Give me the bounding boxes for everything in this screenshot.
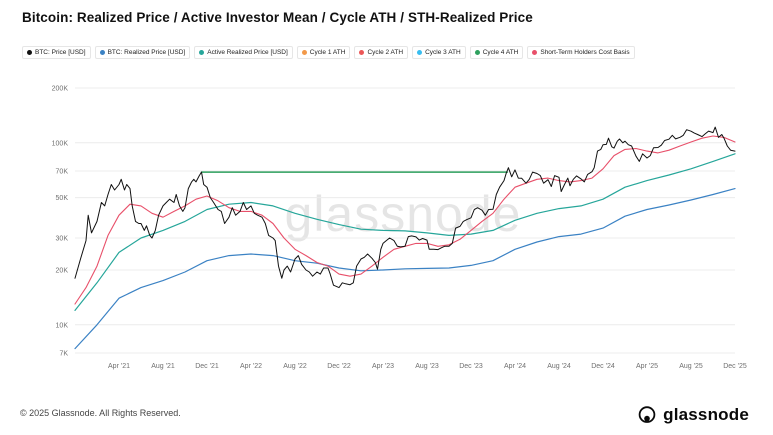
x-axis-label: Aug '23 [415, 363, 439, 370]
legend-label: BTC: Price [USD] [35, 49, 86, 56]
series-btc-price-usd [74, 126, 736, 289]
glassnode-logo-icon [637, 405, 657, 425]
legend-item[interactable]: BTC: Price [USD] [22, 46, 91, 59]
x-axis-label: Dec '23 [459, 363, 483, 370]
page-title: Bitcoin: Realized Price / Active Investo… [22, 10, 533, 25]
legend-dot [532, 50, 538, 55]
x-axis-label: Aug '21 [151, 363, 175, 370]
legend-label: Cycle 4 ATH [482, 49, 519, 56]
x-axis-label: Apr '22 [240, 363, 262, 370]
x-axis-label: Apr '25 [636, 363, 658, 370]
y-axis-label: 70K [56, 168, 69, 175]
copyright-text: © 2025 Glassnode. All Rights Reserved. [20, 408, 181, 418]
x-axis-label: Aug '25 [679, 363, 703, 370]
legend-dot [301, 50, 307, 55]
x-axis-label: Apr '23 [372, 363, 394, 370]
legend-label: Cycle 3 ATH [425, 49, 461, 56]
y-axis-label: 20K [56, 268, 69, 275]
x-axis-label: Apr '24 [504, 363, 526, 370]
legend-dot [474, 50, 480, 55]
legend-item[interactable]: Short-Term Holders Cost Basis [527, 46, 635, 59]
glassnode-brand: glassnode [637, 405, 749, 425]
glassnode-brand-text: glassnode [663, 405, 749, 424]
legend-dot [99, 50, 105, 55]
y-axis-label: 50K [56, 195, 69, 202]
legend-item[interactable]: BTC: Realized Price [USD] [94, 46, 191, 59]
legend: BTC: Price [USD] BTC: Realized Price [USD… [22, 46, 765, 59]
series-btc-realized-price-usd [74, 188, 736, 350]
chart-area: 200K 100K 70K 50K 30K 20K 10K 7K Apr '21 Aug '21 D… [0, 72, 773, 389]
x-axis-label: Dec '25 [723, 363, 747, 370]
legend-item[interactable]: Active Realized Price [USD] [194, 46, 293, 59]
x-axis-label: Apr '21 [108, 363, 130, 370]
legend-item[interactable]: Cycle 3 ATH [412, 46, 466, 59]
legend-item[interactable]: Cycle 2 ATH [354, 46, 409, 59]
y-axis-label: 7K [59, 350, 68, 357]
price-chart[interactable]: 200K 100K 70K 50K 30K 20K 10K 7K Apr '21 Aug '21 D… [0, 72, 773, 384]
legend-dot [199, 50, 205, 55]
x-axis-label: Aug '24 [547, 363, 571, 370]
series-active-realized-price-usd [74, 153, 736, 311]
y-axis-label: 200K [52, 86, 69, 93]
x-axis-label: Dec '21 [195, 363, 219, 370]
x-axis-label: Dec '22 [327, 363, 351, 370]
legend-item[interactable]: Cycle 1 ATH [296, 46, 351, 59]
legend-dot [27, 50, 32, 55]
legend-item[interactable]: Cycle 4 ATH [469, 46, 524, 59]
x-axis-label: Dec '24 [591, 363, 615, 370]
legend-label: Cycle 2 ATH [367, 49, 404, 56]
legend-label: Cycle 1 ATH [309, 49, 346, 56]
series-short-term-holders-cost-basis [74, 135, 736, 305]
legend-dot [417, 50, 423, 55]
legend-label: Short-Term Holders Cost Basis [540, 49, 630, 56]
legend-dot [359, 50, 365, 55]
legend-label: Active Realized Price [USD] [207, 49, 288, 56]
x-axis-label: Aug '22 [283, 363, 307, 370]
y-axis-label: 10K [56, 322, 69, 329]
y-axis-label: 100K [52, 140, 69, 147]
y-axis-label: 30K [56, 235, 69, 242]
legend-label: BTC: Realized Price [USD] [107, 49, 186, 56]
